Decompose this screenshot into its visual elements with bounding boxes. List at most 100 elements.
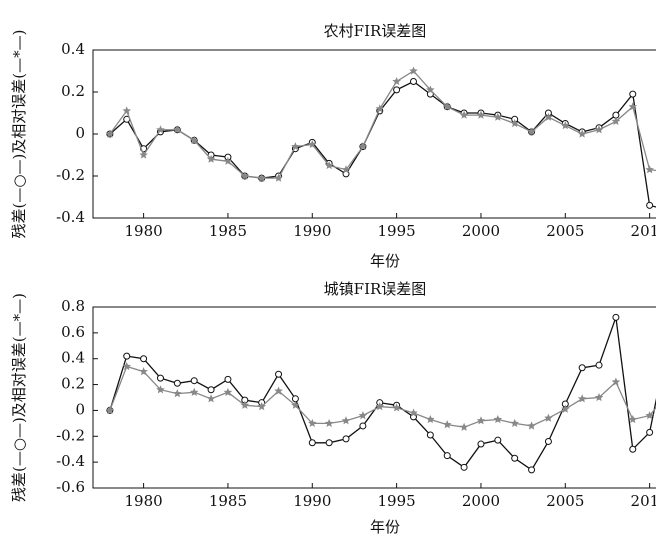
x-axis-label: 年份 [370,518,400,536]
point-marker [409,408,418,417]
chart-title: 城镇FIR误差图 [324,280,427,298]
point-marker [257,402,266,411]
point-marker [240,400,250,409]
point-marker [594,393,604,402]
point-marker [477,440,485,448]
point-marker [156,385,165,394]
x-tick-label: 1995 [378,222,416,240]
point-marker [274,386,283,395]
x-tick-label: 1995 [378,492,416,510]
point-marker [611,116,621,125]
point-marker [628,415,637,424]
y-tick-label: 0.2 [61,82,85,100]
point-marker [358,142,368,151]
point-marker [527,421,536,430]
plot-area [105,66,656,209]
point-marker [274,173,283,182]
point-marker [476,110,486,119]
point-marker [291,142,300,151]
point-marker [392,77,401,86]
point-marker [561,404,570,413]
point-marker [156,125,165,134]
point-marker [189,135,199,144]
point-marker [359,422,367,430]
y-tick-label: 0 [75,400,85,418]
x-tick-label: 2005 [546,222,584,240]
point-marker [595,361,603,369]
point-marker [375,402,384,411]
point-marker [611,377,621,386]
point-marker [493,112,503,121]
point-marker [646,201,654,209]
point-marker [578,364,586,372]
point-marker [324,161,334,170]
x-tick-label: 1990 [293,222,331,240]
x-tick-label: 1990 [293,492,331,510]
y-tick-label: -0.2 [56,426,85,444]
point-marker [358,411,368,420]
point-marker [206,154,216,163]
point-marker [426,415,435,424]
point-marker [156,374,164,382]
point-marker [442,102,452,111]
point-marker [139,367,148,376]
point-marker [206,394,216,403]
point-marker [442,420,452,429]
x-tick-label: 2000 [462,222,500,240]
y-axis-label: 残差(—○—)及相对误差(—*—) [10,293,28,502]
point-marker [544,437,552,445]
point-marker [173,389,182,398]
point-marker [189,387,199,396]
point-marker [122,106,131,115]
point-marker [459,422,469,431]
point-marker [223,387,233,396]
y-tick-label: 0.4 [61,40,85,58]
point-marker [140,355,148,363]
point-marker [123,352,131,360]
x-tick-label: 2010 [631,492,656,510]
point-marker [341,165,351,174]
point-marker [426,431,434,439]
point-marker [511,454,519,462]
point-marker [325,439,333,447]
y-tick-label: -0.2 [56,166,85,184]
y-tick-label: 0.2 [61,375,85,393]
point-marker [629,445,637,453]
point-marker [544,112,553,121]
plot-area [105,313,656,474]
series-line [109,70,656,179]
point-marker [577,394,587,403]
point-marker [122,362,131,371]
point-marker [527,127,536,136]
chart-title: 农村FIR误差图 [324,22,427,40]
point-marker [646,428,654,436]
x-tick-label: 1985 [209,492,247,510]
x-tick-label: 2010 [631,222,656,240]
point-marker [528,466,536,474]
point-marker [224,375,232,383]
point-marker [494,436,502,444]
point-marker [409,78,417,85]
y-tick-label: -0.4 [56,208,85,226]
y-tick-label: -0.4 [56,452,85,470]
point-marker [190,377,198,385]
point-marker [257,173,266,182]
y-tick-label: -0.6 [56,478,85,496]
plot-frame [92,306,656,489]
x-tick-label: 1980 [125,222,163,240]
y-axis-label: 残差(—○—)及相对误差(—*—) [10,30,28,239]
point-marker [291,400,300,409]
point-marker [275,370,283,378]
point-marker [510,418,519,427]
x-axis-label: 年份 [370,252,400,270]
point-marker [308,439,316,447]
point-marker [105,405,115,415]
point-marker [240,171,250,180]
point-marker [409,66,418,75]
point-marker [460,463,468,471]
y-tick-label: 0.4 [61,349,85,367]
point-marker [476,416,486,425]
point-marker [308,418,317,427]
point-marker [223,156,233,165]
